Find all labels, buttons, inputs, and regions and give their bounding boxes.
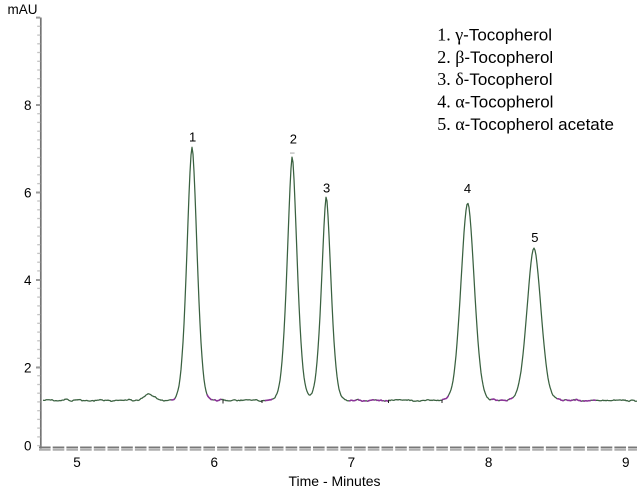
svg-text:5. α-Tocopherol acetate: 5. α-Tocopherol acetate: [437, 114, 614, 134]
svg-text:4. α-Tocopherol: 4. α-Tocopherol: [437, 92, 553, 112]
svg-text:8: 8: [485, 455, 493, 470]
svg-text:2: 2: [24, 360, 32, 375]
svg-text:4: 4: [464, 181, 471, 196]
svg-text:6: 6: [210, 455, 218, 470]
svg-text:2: 2: [290, 132, 297, 147]
svg-text:2. β-Tocopherol: 2. β-Tocopherol: [437, 47, 553, 67]
svg-text:4: 4: [24, 273, 32, 288]
svg-text:1. γ-Tocopherol: 1. γ-Tocopherol: [437, 25, 552, 45]
svg-text:1: 1: [189, 130, 196, 145]
svg-text:mAU: mAU: [8, 2, 38, 17]
svg-text:3: 3: [323, 180, 330, 195]
svg-text:5: 5: [531, 230, 538, 245]
svg-text:6: 6: [24, 185, 32, 200]
svg-text:Time - Minutes: Time - Minutes: [288, 473, 380, 489]
svg-text:3. δ-Tocopherol: 3. δ-Tocopherol: [437, 69, 552, 89]
svg-text:7: 7: [348, 455, 356, 470]
svg-text:5: 5: [73, 455, 81, 470]
svg-text:0: 0: [24, 438, 32, 453]
svg-text:8: 8: [24, 98, 32, 113]
svg-text:9: 9: [622, 455, 630, 470]
